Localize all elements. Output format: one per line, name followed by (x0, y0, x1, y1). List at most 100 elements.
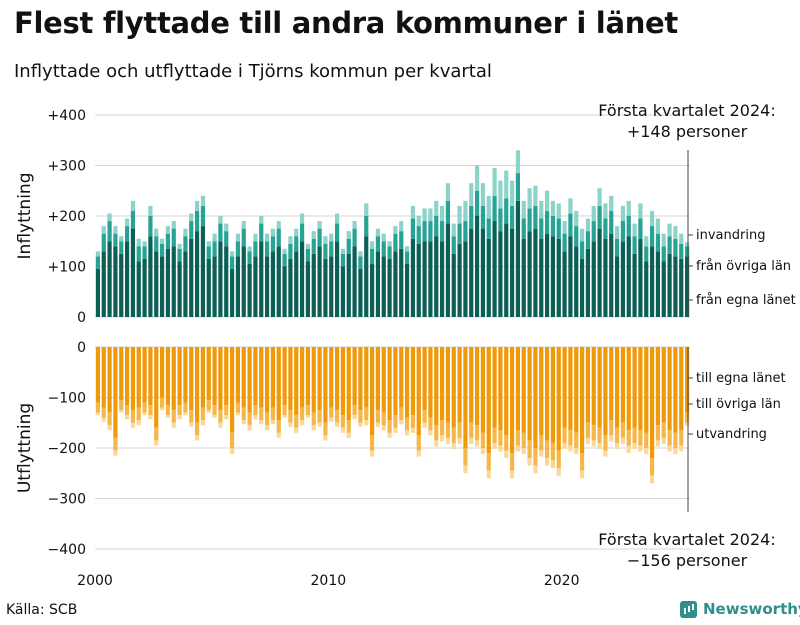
newsworthy-logo-text: Newsworthy (703, 600, 800, 618)
bar-segment (404, 263, 410, 317)
bar-segment (404, 430, 410, 436)
annotation-line-2: +148 personer (627, 122, 748, 141)
series-label: utvandring (696, 427, 767, 442)
bar-segment (101, 226, 106, 234)
bar-segment (509, 228, 515, 317)
bar-segment (574, 210, 579, 227)
bar-segment (235, 256, 241, 317)
bar-segment (317, 410, 322, 423)
bar-segment (346, 231, 351, 239)
bar-segment (504, 223, 509, 317)
bar-segment (113, 226, 118, 234)
bar-segment (270, 420, 276, 425)
bar-segment (498, 430, 503, 446)
y-tick-label: +100 (48, 260, 86, 276)
bar-segment (649, 475, 655, 484)
bar-segment (288, 236, 293, 244)
bar-segment (591, 347, 596, 426)
bar-segment (224, 405, 229, 416)
bar-segment (346, 432, 351, 438)
bar-segment (247, 251, 252, 264)
bar-segment (387, 258, 392, 317)
bar-segment (498, 208, 503, 232)
bar-segment (381, 425, 386, 431)
bar-segment (451, 253, 456, 317)
bar-segment (253, 241, 258, 257)
bar-segment (224, 246, 229, 317)
bar-segment (346, 238, 351, 254)
bar-segment (404, 251, 410, 264)
bar-segment (655, 347, 661, 426)
bar-segment (177, 261, 182, 317)
bar-segment (626, 236, 631, 317)
bar-segment (644, 347, 649, 433)
bar-segment (410, 415, 416, 428)
bar-segment (387, 347, 392, 421)
bar-segment (422, 208, 427, 222)
bar-segment (142, 241, 147, 247)
bar-segment (539, 238, 544, 317)
bar-segment (235, 233, 241, 242)
bar-segment (294, 415, 299, 428)
bar-segment (194, 347, 200, 423)
bar-segment (364, 216, 369, 237)
bar-segment (614, 238, 620, 257)
newsworthy-logo[interactable]: Newsworthy (680, 600, 800, 618)
bar-segment (504, 198, 509, 224)
bar-segment (626, 200, 631, 216)
bar-segment (614, 256, 620, 317)
bar-segment (480, 228, 486, 317)
bar-segment (591, 440, 596, 447)
bar-segment (212, 241, 217, 257)
bar-segment (276, 221, 281, 229)
bar-segment (177, 347, 182, 406)
bar-segment (95, 251, 101, 257)
bar-segment (107, 425, 112, 431)
bar-segment (474, 425, 480, 441)
bar-segment (369, 241, 375, 249)
bar-segment (264, 347, 270, 413)
bar-segment (620, 347, 626, 423)
bar-segment (124, 241, 130, 317)
bar-segment (200, 205, 206, 227)
bar-segment (218, 216, 223, 224)
bar-segment (229, 448, 235, 455)
bar-segment (294, 236, 299, 252)
bar-segment (585, 422, 591, 438)
bar-segment (165, 415, 171, 418)
bar-segment (288, 258, 293, 317)
y-tick-label: −100 (48, 391, 86, 407)
x-tick-label: 2020 (544, 573, 580, 589)
bar-segment (235, 402, 241, 413)
bar-segment (329, 233, 334, 242)
bar-segment (107, 221, 112, 242)
bar-segment (410, 427, 416, 433)
bar-segment (305, 248, 311, 262)
bar-segment (649, 246, 655, 317)
bar-segment (299, 347, 305, 408)
bar-segment (533, 448, 538, 466)
bar-segment (539, 218, 544, 239)
bar-segment (568, 347, 573, 431)
bar-segment (480, 448, 486, 455)
bar-segment (474, 440, 480, 447)
bar-segment (189, 238, 194, 317)
bar-segment (369, 347, 375, 436)
bar-segment (585, 437, 591, 444)
bar-segment (276, 228, 281, 247)
bar-segment (311, 425, 316, 431)
bar-segment (270, 407, 276, 421)
bar-segment (194, 422, 200, 436)
bar-segment (387, 246, 392, 259)
bar-segment (276, 432, 281, 438)
bar-segment (200, 347, 206, 408)
bar-segment (288, 243, 293, 259)
bar-segment (457, 205, 462, 224)
bar-segment (527, 440, 532, 459)
bar-segment (194, 200, 200, 211)
bar-segment (544, 458, 550, 466)
bar-segment (101, 417, 106, 422)
bar-segment (562, 233, 567, 252)
bar-segment (159, 347, 165, 398)
bar-segment (451, 236, 456, 254)
